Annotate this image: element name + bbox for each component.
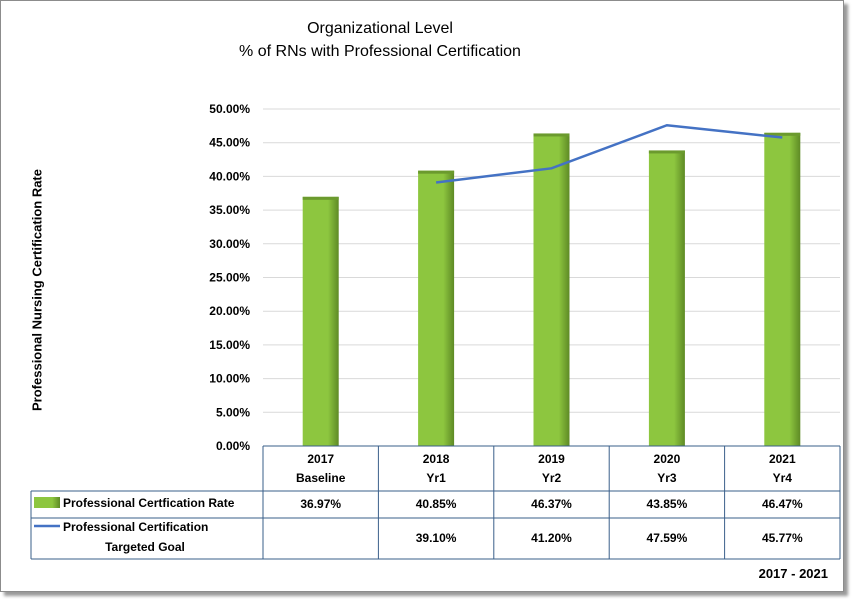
bar-2020 xyxy=(648,150,685,447)
y-tick-label: 0.00% xyxy=(216,439,250,453)
legend-label-goal-1: Professional Certification xyxy=(63,520,208,534)
date-range-footnote: 2017 - 2021 xyxy=(758,566,828,581)
data-label-goal: 39.10% xyxy=(416,531,457,545)
bar-2017 xyxy=(302,196,339,446)
x-tick-year: 2017 xyxy=(307,452,334,466)
bar-top-edge xyxy=(533,133,570,137)
y-tick-label: 40.00% xyxy=(209,169,250,183)
y-tick-label: 5.00% xyxy=(216,405,250,419)
bar-top-edge xyxy=(418,170,455,174)
x-tick-period: Yr1 xyxy=(426,471,446,485)
bar-top-edge xyxy=(648,150,685,154)
y-tick-label: 35.00% xyxy=(209,203,250,217)
chart-subtitle: % of RNs with Professional Certification xyxy=(239,43,521,60)
bar-2018 xyxy=(418,170,455,446)
bar-2021 xyxy=(764,132,801,446)
x-tick-year: 2020 xyxy=(654,452,681,466)
y-tick-label: 50.00% xyxy=(209,102,250,116)
x-tick-year: 2018 xyxy=(423,452,450,466)
targeted-goal-line xyxy=(435,123,783,184)
legend-label-goal-2: Targeted Goal xyxy=(105,540,185,554)
data-label-rate: 40.85% xyxy=(416,497,457,511)
data-label-goal: 41.20% xyxy=(531,531,572,545)
bar-2019 xyxy=(533,133,570,447)
x-tick-period: Yr2 xyxy=(542,471,562,485)
y-tick-label: 10.00% xyxy=(209,372,250,386)
x-tick-year: 2021 xyxy=(769,452,796,466)
data-label-goal: 45.77% xyxy=(762,531,803,545)
y-tick-label: 45.00% xyxy=(209,136,250,150)
x-tick-period: Yr4 xyxy=(773,471,793,485)
x-tick-period: Yr3 xyxy=(657,471,677,485)
data-label-goal: 47.59% xyxy=(647,531,688,545)
y-tick-label: 20.00% xyxy=(209,304,250,318)
data-label-rate: 46.37% xyxy=(531,497,572,511)
legend-swatch-bar xyxy=(34,497,60,508)
y-tick-label: 25.00% xyxy=(209,271,250,285)
x-tick-year: 2019 xyxy=(538,452,565,466)
bar-top-edge xyxy=(764,132,801,136)
y-tick-label: 15.00% xyxy=(209,338,250,352)
bar-top-edge xyxy=(302,196,339,200)
x-tick-period: Baseline xyxy=(296,471,346,485)
data-label-rate: 43.85% xyxy=(647,497,688,511)
chart-title: Organizational Level xyxy=(307,20,453,37)
y-tick-label: 30.00% xyxy=(209,237,250,251)
data-label-rate: 36.97% xyxy=(300,497,341,511)
legend-label-rate: Professional Certfication Rate xyxy=(63,496,235,510)
data-label-rate: 46.47% xyxy=(762,497,803,511)
